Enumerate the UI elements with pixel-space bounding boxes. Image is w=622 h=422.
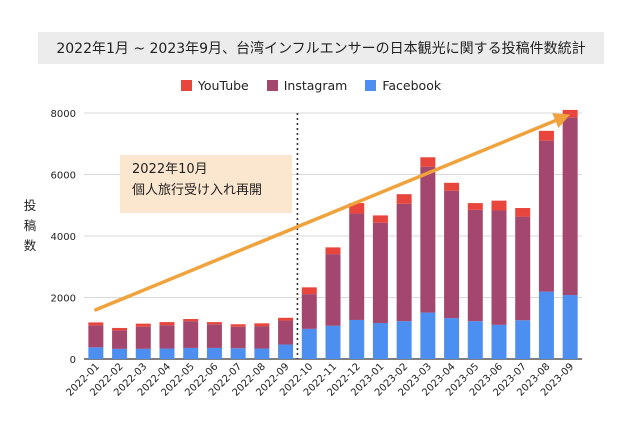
bar-facebook-2023-04 bbox=[444, 318, 460, 359]
bar-instagram-2022-10 bbox=[301, 294, 317, 329]
bar-facebook-2023-02 bbox=[396, 321, 412, 359]
bar-instagram-2022-06 bbox=[206, 324, 222, 348]
bar-facebook-2023-01 bbox=[372, 323, 388, 359]
bar-youtube-2022-06 bbox=[206, 322, 222, 325]
bar-instagram-2022-01 bbox=[88, 325, 104, 348]
bar-facebook-2022-10 bbox=[301, 328, 317, 359]
bar-youtube-2022-08 bbox=[254, 323, 270, 327]
y-axis-label-char-0: 投 bbox=[23, 198, 37, 213]
bar-instagram-2023-09 bbox=[562, 117, 578, 296]
bar-youtube-2023-05 bbox=[467, 203, 483, 210]
bar-youtube-2022-05 bbox=[183, 319, 199, 322]
trend-arrow-line bbox=[94, 118, 558, 312]
chart-title: 2022年1月 ~ 2023年9月、台湾インフルエンサーの日本観光に関する投稿件… bbox=[38, 32, 604, 64]
bar-youtube-2023-04 bbox=[444, 182, 460, 191]
bar-facebook-2023-06 bbox=[491, 324, 507, 359]
bar-facebook-2022-05 bbox=[183, 347, 199, 359]
legend-item-youtube: YouTube bbox=[180, 78, 249, 93]
bar-facebook-2022-08 bbox=[254, 348, 270, 359]
trend-arrow-head bbox=[552, 113, 571, 129]
bar-facebook-2023-05 bbox=[467, 321, 483, 359]
annotation-line-2: 個人旅行受け入れ再開 bbox=[132, 183, 263, 198]
bar-youtube-2022-03 bbox=[135, 323, 151, 327]
bar-instagram-2022-02 bbox=[112, 330, 128, 349]
annotation-line-1: 2022年10月 bbox=[132, 162, 208, 177]
legend-label-facebook: Facebook bbox=[382, 78, 442, 93]
bar-youtube-2023-07 bbox=[515, 208, 531, 217]
bar-youtube-2023-03 bbox=[420, 157, 436, 167]
bar-facebook-2022-07 bbox=[230, 348, 246, 359]
bar-instagram-2023-06 bbox=[491, 210, 507, 325]
bar-instagram-2022-05 bbox=[183, 321, 199, 348]
bar-youtube-2022-09 bbox=[278, 317, 294, 321]
legend-label-instagram: Instagram bbox=[283, 78, 348, 93]
bar-facebook-2022-11 bbox=[325, 325, 341, 359]
bar-instagram-2023-07 bbox=[515, 216, 531, 321]
annotation-box: 2022年10月 個人旅行受け入れ再開 bbox=[120, 155, 292, 213]
chart-legend: YouTube Instagram Facebook bbox=[0, 78, 622, 93]
bar-instagram-2022-04 bbox=[159, 325, 175, 349]
bar-facebook-2022-02 bbox=[112, 348, 128, 359]
bar-youtube-2023-01 bbox=[372, 215, 388, 223]
bar-facebook-2023-03 bbox=[420, 312, 436, 359]
bar-facebook-2023-08 bbox=[538, 291, 554, 359]
bar-instagram-2022-12 bbox=[349, 213, 365, 320]
bar-youtube-2023-06 bbox=[491, 200, 507, 211]
bar-instagram-2023-01 bbox=[372, 222, 388, 324]
bar-youtube-2022-02 bbox=[112, 327, 128, 331]
y-tick-label-0: 0 bbox=[70, 355, 76, 366]
bar-instagram-2023-04 bbox=[444, 190, 460, 319]
legend-label-youtube: YouTube bbox=[197, 78, 249, 93]
bar-youtube-2022-10 bbox=[301, 287, 317, 295]
bar-facebook-2022-12 bbox=[349, 319, 365, 359]
bar-youtube-2022-07 bbox=[230, 324, 246, 327]
y-axis-label-char-1: 稿 bbox=[23, 218, 37, 233]
bar-instagram-2023-03 bbox=[420, 166, 436, 313]
y-axis-label: 投稿数 bbox=[22, 196, 38, 256]
bar-youtube-2022-01 bbox=[88, 322, 104, 326]
bar-facebook-2022-04 bbox=[159, 348, 175, 359]
legend-swatch-instagram bbox=[266, 80, 278, 91]
bar-facebook-2023-07 bbox=[515, 320, 531, 359]
y-tick-label-4000: 4000 bbox=[51, 232, 76, 243]
legend-item-facebook: Facebook bbox=[365, 78, 441, 93]
bar-instagram-2022-08 bbox=[254, 326, 270, 349]
legend-swatch-facebook bbox=[365, 80, 377, 91]
y-tick-label-2000: 2000 bbox=[51, 294, 76, 305]
bar-youtube-2022-12 bbox=[349, 203, 365, 214]
bar-youtube-2023-09 bbox=[562, 109, 578, 118]
bar-instagram-2022-03 bbox=[135, 326, 151, 349]
bar-facebook-2022-03 bbox=[135, 348, 151, 359]
bar-instagram-2022-11 bbox=[325, 254, 341, 326]
legend-item-instagram: Instagram bbox=[266, 78, 348, 93]
bar-instagram-2022-07 bbox=[230, 326, 246, 349]
bar-instagram-2023-05 bbox=[467, 209, 483, 322]
y-tick-label-6000: 6000 bbox=[51, 171, 76, 182]
bar-facebook-2023-09 bbox=[562, 295, 578, 359]
bar-youtube-2023-08 bbox=[538, 130, 554, 141]
legend-swatch-youtube bbox=[180, 80, 192, 91]
bar-facebook-2022-06 bbox=[206, 347, 222, 359]
bar-instagram-2023-02 bbox=[396, 203, 412, 322]
bar-youtube-2022-04 bbox=[159, 322, 175, 326]
bar-youtube-2022-11 bbox=[325, 247, 341, 255]
bar-facebook-2022-01 bbox=[88, 347, 104, 359]
y-tick-label-8000: 8000 bbox=[51, 109, 76, 120]
y-axis-label-char-2: 数 bbox=[23, 238, 37, 253]
bar-instagram-2022-09 bbox=[278, 320, 294, 345]
bar-facebook-2022-09 bbox=[278, 344, 294, 359]
bar-instagram-2023-08 bbox=[538, 140, 554, 292]
bar-youtube-2023-02 bbox=[396, 194, 412, 204]
